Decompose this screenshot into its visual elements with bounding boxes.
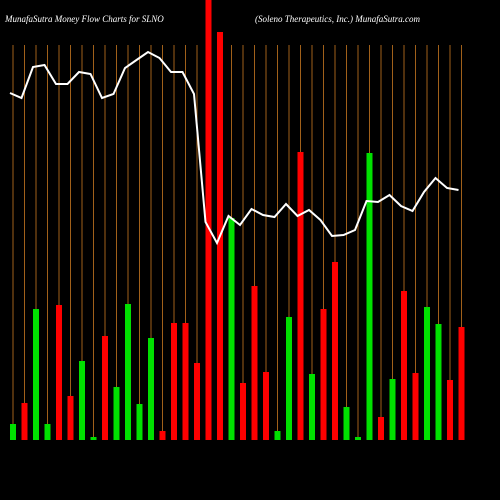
bar — [33, 309, 39, 440]
bar — [286, 317, 292, 440]
bar — [228, 218, 235, 440]
bar — [159, 431, 166, 440]
bar — [44, 424, 51, 440]
bar — [182, 323, 189, 440]
bar — [148, 338, 154, 440]
bar — [90, 437, 97, 440]
bar — [263, 372, 269, 440]
bar — [171, 323, 177, 440]
bar — [309, 374, 315, 440]
bar — [447, 380, 453, 440]
bar — [240, 383, 246, 440]
chart-subtitle: (Soleno Therapeutics, Inc.) MunafaSutra.… — [255, 14, 420, 24]
bar — [320, 309, 327, 440]
bar — [56, 305, 62, 440]
bar — [412, 373, 419, 440]
chart-title: MunafaSutra Money Flow Charts for SLNO — [4, 14, 164, 24]
bar — [21, 403, 28, 440]
bar — [136, 404, 143, 440]
bar — [332, 262, 338, 440]
bar — [355, 437, 361, 440]
bar — [424, 307, 430, 440]
bar — [251, 286, 258, 440]
bar — [274, 431, 281, 440]
bar — [125, 304, 131, 440]
bar — [79, 361, 85, 440]
bar — [297, 152, 304, 440]
bar — [10, 424, 16, 440]
bar — [378, 417, 384, 440]
bar — [458, 327, 465, 440]
bar — [113, 387, 120, 440]
bar — [205, 0, 212, 440]
bar — [366, 153, 373, 440]
bar — [67, 396, 74, 440]
bar — [401, 291, 407, 440]
bar — [343, 407, 350, 440]
bar — [194, 363, 200, 440]
bar — [389, 379, 396, 440]
bar — [435, 324, 442, 440]
line-series — [9, 50, 459, 246]
bar — [102, 336, 108, 440]
